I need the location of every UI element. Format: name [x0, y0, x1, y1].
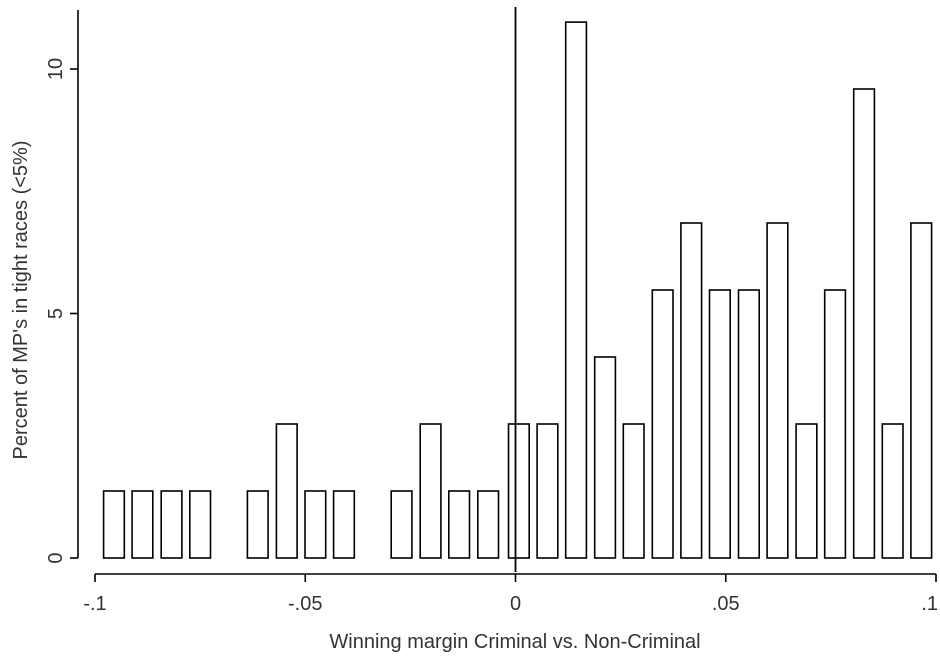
x-tick-label: 0 [510, 593, 521, 615]
histogram-bar [102, 490, 126, 559]
histogram-bar [593, 356, 617, 559]
y-tick-label: 10 [45, 58, 67, 80]
histogram-bar [564, 21, 588, 559]
y-tick-label: 0 [45, 552, 67, 563]
histogram-bar [680, 222, 703, 559]
histogram-bar [651, 289, 674, 559]
x-tick-label: .1 [921, 593, 938, 615]
histogram-bar [246, 490, 269, 559]
y-axis-title: Percent of MP's in tight races (<5%) [10, 141, 32, 460]
histogram-bar [304, 490, 327, 559]
histogram-bar [476, 490, 500, 559]
histogram-bar [390, 490, 413, 559]
x-tick-label: -.05 [288, 593, 322, 615]
histogram-bar [910, 222, 933, 559]
histogram-bar [823, 289, 847, 559]
x-tick-label: .05 [712, 593, 740, 615]
histogram-bar [275, 423, 298, 559]
y-axis-ticks: 0 5 10 [45, 58, 78, 564]
histogram-bar [507, 423, 531, 559]
histogram-bar [131, 490, 154, 559]
y-tick-label: 5 [45, 308, 67, 319]
histogram-bar [795, 423, 818, 559]
histogram-bar [332, 490, 356, 559]
x-axis-title: Winning margin Criminal vs. Non-Criminal [329, 631, 700, 653]
histogram-bar [708, 289, 732, 559]
histogram-bar [419, 423, 442, 559]
histogram-bar [447, 490, 471, 559]
histogram-bar [160, 490, 183, 559]
x-tick-label: -.1 [83, 593, 106, 615]
bars-group [102, 21, 933, 559]
histogram-bar [189, 490, 212, 559]
histogram-bar [852, 88, 876, 559]
histogram-bar [622, 423, 645, 559]
histogram-bar [536, 423, 559, 559]
histogram-bar [881, 423, 904, 559]
histogram-bar [737, 289, 761, 559]
x-axis-ticks: -.1 -.05 0 .05 .1 [83, 574, 938, 615]
histogram-bar [766, 222, 789, 559]
